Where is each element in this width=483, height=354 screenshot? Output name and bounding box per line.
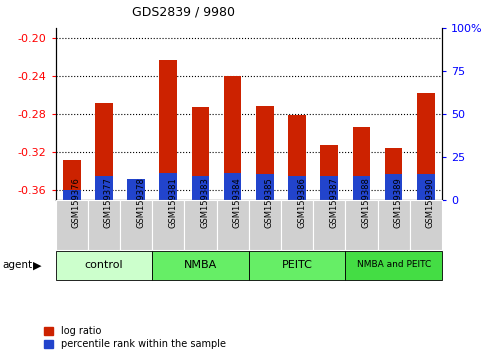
Bar <box>63 190 81 200</box>
Bar <box>127 179 145 200</box>
FancyBboxPatch shape <box>152 251 249 280</box>
FancyBboxPatch shape <box>56 200 88 250</box>
Text: GSM159383: GSM159383 <box>200 177 210 228</box>
Text: GSM159389: GSM159389 <box>394 177 403 228</box>
Text: NMBA: NMBA <box>184 260 217 270</box>
Bar <box>224 76 242 200</box>
Bar <box>63 160 81 200</box>
Bar <box>159 60 177 200</box>
Text: GSM159376: GSM159376 <box>71 177 81 228</box>
Text: GSM159388: GSM159388 <box>361 177 370 228</box>
Text: GSM159378: GSM159378 <box>136 177 145 228</box>
FancyBboxPatch shape <box>152 200 185 250</box>
Bar <box>417 93 435 200</box>
FancyBboxPatch shape <box>249 251 345 280</box>
Bar <box>256 174 274 200</box>
FancyBboxPatch shape <box>313 200 345 250</box>
Text: GSM159384: GSM159384 <box>233 177 242 228</box>
Text: ▶: ▶ <box>33 261 42 270</box>
Bar <box>288 115 306 200</box>
Text: GSM159381: GSM159381 <box>168 177 177 228</box>
Bar <box>385 148 402 200</box>
Text: PEITC: PEITC <box>282 260 313 270</box>
FancyBboxPatch shape <box>345 251 442 280</box>
Bar <box>159 172 177 200</box>
Bar <box>192 107 209 200</box>
Legend: log ratio, percentile rank within the sample: log ratio, percentile rank within the sa… <box>43 326 226 349</box>
FancyBboxPatch shape <box>281 200 313 250</box>
Text: GSM159377: GSM159377 <box>104 177 113 228</box>
FancyBboxPatch shape <box>410 200 442 250</box>
Bar <box>417 174 435 200</box>
Bar <box>224 172 242 200</box>
Text: GSM159390: GSM159390 <box>426 177 435 228</box>
Bar <box>320 145 338 200</box>
Text: GSM159385: GSM159385 <box>265 177 274 228</box>
Text: agent: agent <box>2 261 32 270</box>
Text: control: control <box>85 260 123 270</box>
Bar <box>288 176 306 200</box>
Text: GSM159387: GSM159387 <box>329 177 338 228</box>
FancyBboxPatch shape <box>345 200 378 250</box>
FancyBboxPatch shape <box>56 251 152 280</box>
FancyBboxPatch shape <box>185 200 216 250</box>
Text: GDS2839 / 9980: GDS2839 / 9980 <box>132 5 235 18</box>
Bar <box>353 176 370 200</box>
Bar <box>95 103 113 200</box>
Bar <box>127 186 145 200</box>
Text: NMBA and PEITC: NMBA and PEITC <box>356 260 431 269</box>
Bar <box>320 176 338 200</box>
Bar <box>385 174 402 200</box>
FancyBboxPatch shape <box>216 200 249 250</box>
Bar <box>256 105 274 200</box>
Bar <box>192 176 209 200</box>
FancyBboxPatch shape <box>378 200 410 250</box>
Bar <box>353 127 370 200</box>
FancyBboxPatch shape <box>88 200 120 250</box>
Text: GSM159386: GSM159386 <box>297 177 306 228</box>
Bar <box>95 176 113 200</box>
FancyBboxPatch shape <box>120 200 152 250</box>
FancyBboxPatch shape <box>249 200 281 250</box>
